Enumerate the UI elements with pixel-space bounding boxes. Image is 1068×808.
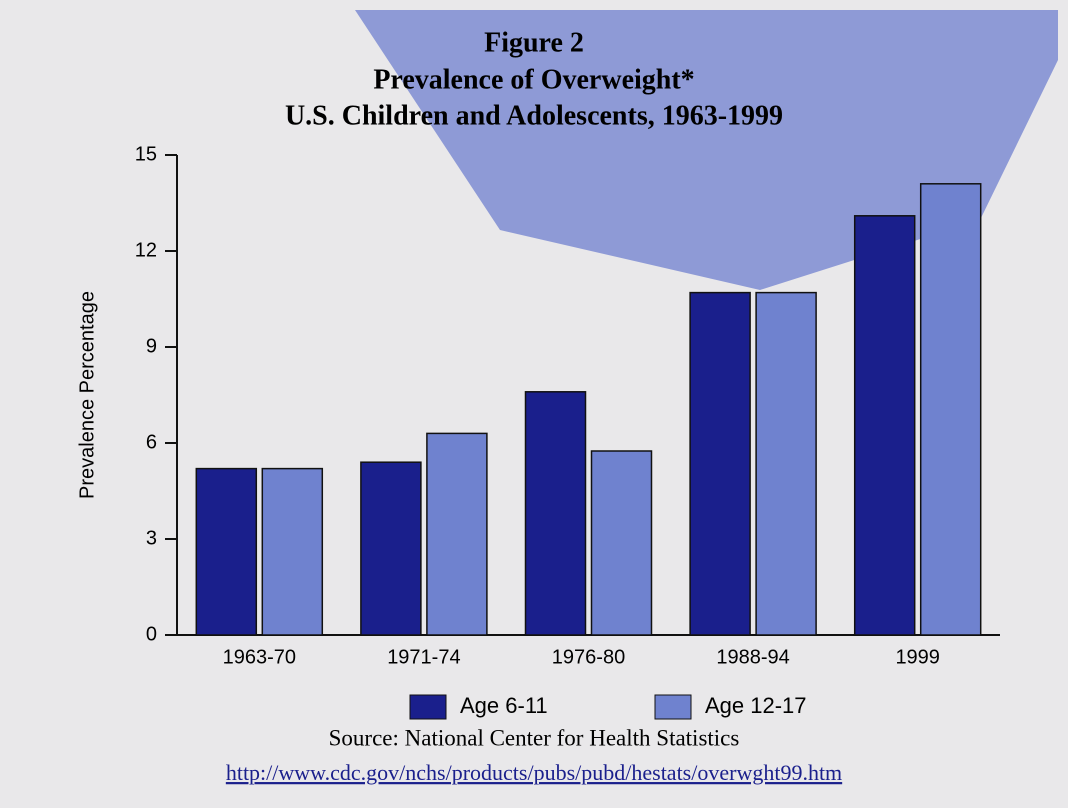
bar bbox=[427, 433, 487, 635]
chart: Figure 2 Prevalence of Overweight* U.S. … bbox=[0, 0, 1068, 808]
bar bbox=[262, 469, 322, 635]
y-tick-label: 3 bbox=[146, 527, 157, 549]
x-tick-label: 1999 bbox=[895, 646, 940, 668]
bar bbox=[855, 216, 915, 635]
bar bbox=[361, 462, 421, 635]
legend-label: Age 12-17 bbox=[705, 693, 807, 718]
x-tick-label: 1988-94 bbox=[716, 646, 789, 668]
y-tick-label: 6 bbox=[146, 431, 157, 453]
legend-swatch bbox=[410, 695, 446, 719]
bar bbox=[756, 293, 816, 635]
y-tick-label: 12 bbox=[135, 239, 157, 261]
bar bbox=[196, 469, 256, 635]
y-tick-label: 15 bbox=[135, 143, 157, 165]
y-tick-label: 9 bbox=[146, 335, 157, 357]
y-tick-label: 0 bbox=[146, 623, 157, 645]
chart-title: U.S. Children and Adolescents, 1963-1999 bbox=[285, 100, 783, 131]
chart-title: Prevalence of Overweight* bbox=[373, 64, 694, 95]
url[interactable]: http://www.cdc.gov/nchs/products/pubs/pu… bbox=[226, 760, 842, 785]
bar bbox=[592, 451, 652, 635]
x-tick-label: 1963-70 bbox=[223, 646, 296, 668]
y-axis-label: Prevalence Percentage bbox=[76, 291, 98, 499]
legend-swatch bbox=[655, 695, 691, 719]
x-tick-label: 1971-74 bbox=[387, 646, 460, 668]
bar bbox=[690, 293, 750, 635]
source: Source: National Center for Health Stati… bbox=[329, 725, 740, 750]
bar bbox=[526, 392, 586, 635]
chart-title: Figure 2 bbox=[484, 27, 584, 58]
x-tick-label: 1976-80 bbox=[552, 646, 625, 668]
legend-label: Age 6-11 bbox=[460, 693, 548, 718]
bar bbox=[921, 184, 981, 635]
